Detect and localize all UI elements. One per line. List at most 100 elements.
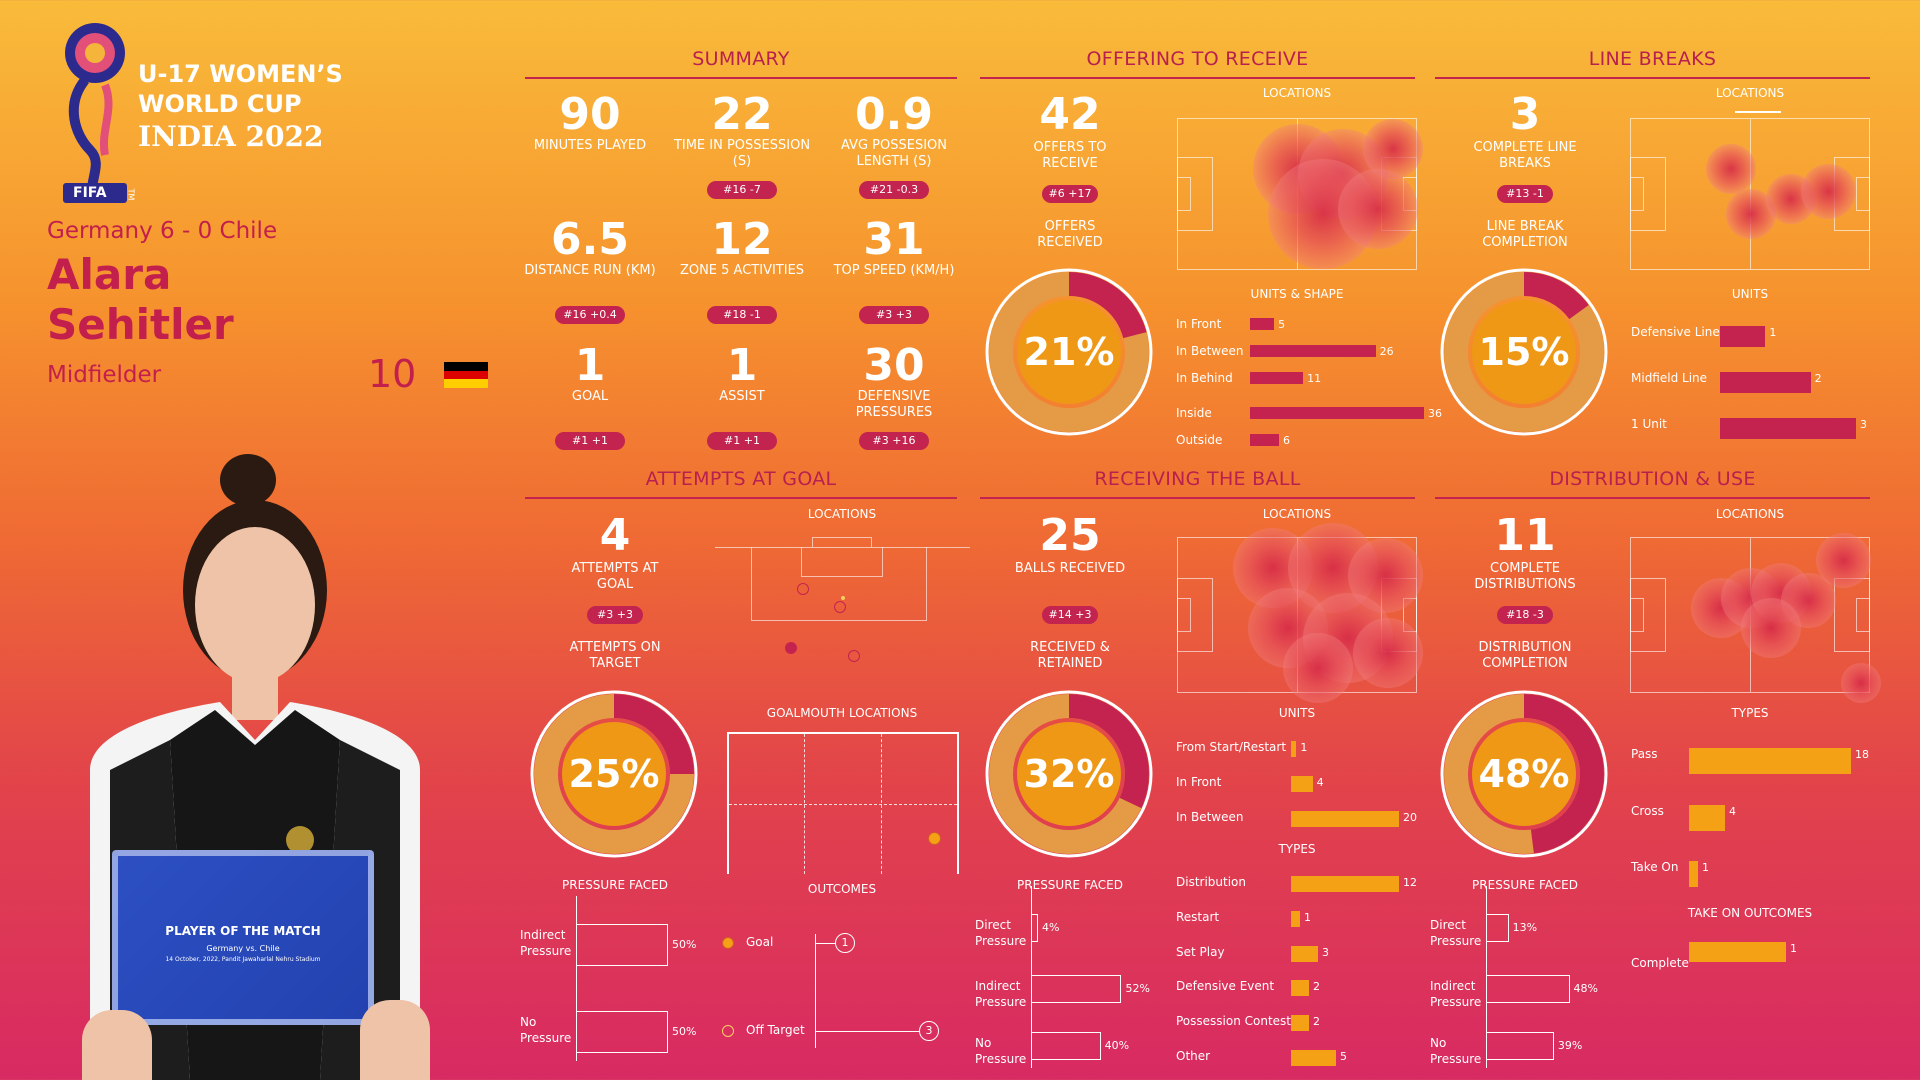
bar-mark	[1250, 345, 1376, 357]
bar-value: 1	[1769, 326, 1777, 339]
bar-label-line2: Complete	[1631, 956, 1689, 970]
shot-marker	[785, 642, 797, 654]
linebreaks-label: COMPLETE LINE BREAKS	[1473, 140, 1577, 171]
distribution-rank: #18 -3	[1497, 606, 1553, 624]
receiving-units-title: UNITS	[1278, 706, 1316, 720]
bar-label: From Start/Restart	[1176, 740, 1287, 754]
donut-percentage: 25%	[568, 752, 660, 796]
pressure-label: Direct	[1430, 918, 1466, 932]
pressure-label: Indirect	[520, 928, 566, 942]
summary-stat-value: 30	[863, 340, 925, 391]
bar-label: Restart	[1176, 910, 1220, 924]
pressure-value: 48%	[1573, 982, 1598, 995]
bar-mark	[1291, 1050, 1336, 1066]
plaque-title: PLAYER OF THE MATCH	[165, 924, 321, 938]
direction-arrow-icon	[1735, 111, 1781, 113]
bar-mark	[1250, 318, 1275, 330]
bar-mark	[1291, 1015, 1309, 1031]
pressure-bar	[1031, 1032, 1101, 1060]
receiving-label: BALLS RECEIVED	[1014, 561, 1126, 576]
pressure-label: Pressure	[975, 934, 1027, 948]
pressure-value: 50%	[672, 1025, 697, 1038]
pressure-bar	[576, 1011, 668, 1053]
summary-stat-value: 0.9	[855, 89, 933, 140]
receiving-rank: #14 +3	[1042, 606, 1098, 624]
goalmouth-title: GOALMOUTH LOCATIONS	[766, 706, 918, 720]
summary-stat-value: 6.5	[551, 214, 629, 265]
summary-stat-value: 1	[574, 340, 606, 391]
summary-stat-label: ZONE 5 ACTIVITIES	[679, 263, 805, 278]
player-first-name: Alara	[47, 250, 172, 299]
summary-stat-label: ASSIST	[719, 389, 765, 404]
distribution-locations-label: LOCATIONS	[1715, 507, 1785, 521]
bar-mark	[1291, 741, 1297, 757]
attempts-pressure-title: PRESSURE FACED	[562, 878, 668, 892]
bar-value: 1	[1702, 861, 1709, 874]
bar-mark	[1720, 372, 1811, 393]
receiving-types-title: TYPES	[1278, 842, 1316, 856]
pressure-bar	[1031, 975, 1122, 1003]
bar-mark	[1291, 946, 1318, 962]
attempts-locations-label: LOCATIONS	[807, 507, 877, 521]
bar-mark	[1291, 776, 1313, 792]
summary-stat-label: MINUTES PLAYED	[533, 138, 647, 153]
bar-value: 2	[1313, 1015, 1320, 1028]
distribution-pitch	[1630, 533, 1881, 703]
summary-stat-value: 22	[711, 89, 773, 140]
distribution-sub: DISTRIBUTION COMPLETION	[1478, 640, 1572, 671]
offering-label: OFFERS TO RECEIVE	[1033, 140, 1107, 171]
pressure-value: 39%	[1557, 1039, 1583, 1052]
bar-value: 36	[1428, 407, 1442, 420]
linebreaks-value: 3	[1509, 89, 1541, 140]
pressure-label: No	[1430, 1036, 1447, 1050]
linebreaks-locations-label: LOCATIONS	[1715, 86, 1785, 100]
tournament-logo: FIFA TM	[55, 15, 135, 205]
bar-label: Midfield Line	[1631, 371, 1708, 385]
offering-donut: 21%	[985, 268, 1153, 440]
player-position: Midfielder	[47, 362, 162, 388]
offering-sub: OFFERS RECEIVED	[1037, 219, 1103, 250]
bar-label: Pass	[1631, 747, 1658, 761]
pressure-value: 4%	[1041, 921, 1060, 934]
player-of-match-plaque: PLAYER OF THE MATCH Germany vs. Chile 14…	[112, 850, 374, 1025]
receiving-value: 25	[1039, 510, 1101, 561]
bar-label: Defensive Line	[1631, 325, 1720, 339]
distribution-label: COMPLETE DISTRIBUTIONS	[1474, 561, 1576, 592]
pressure-bar	[576, 924, 668, 966]
summary-divider	[525, 77, 957, 79]
tournament-name-3: INDIA 2022	[138, 120, 324, 153]
donut-percentage: 21%	[1023, 330, 1115, 374]
bar-mark	[1291, 911, 1300, 927]
bar-label: Possession Contest	[1176, 1014, 1292, 1028]
pressure-bar	[1031, 914, 1038, 942]
summary-stat-label: TIME IN POSSESSION (s)	[673, 138, 811, 169]
distribution-title: DISTRIBUTION & USE	[1549, 468, 1756, 490]
summary-stat-label: GOAL	[571, 389, 609, 404]
summary-stat-rank: #16 +0.4	[555, 306, 625, 324]
summary-stat-rank: #1 +1	[555, 432, 625, 450]
bar-mark	[1291, 811, 1399, 827]
player-last-name: Sehitler	[47, 300, 234, 349]
bar-value: 12	[1403, 876, 1417, 889]
summary-stat-rank: #3 +16	[859, 432, 929, 450]
summary-stat-rank: #3 +3	[859, 306, 929, 324]
pressure-label: Pressure	[1430, 995, 1482, 1009]
linebreaks-rank: #13 -1	[1497, 185, 1553, 203]
outcome-marker	[722, 937, 734, 949]
pressure-value: 40%	[1104, 1039, 1130, 1052]
pressure-value: 52%	[1125, 982, 1150, 995]
attempts-value: 4	[599, 510, 631, 561]
pressure-label: Direct	[975, 918, 1011, 932]
bar-mark	[1689, 805, 1725, 831]
attempts-donut: 25%	[530, 690, 698, 862]
summary-stat-rank: #1 +1	[707, 432, 777, 450]
pressure-bar	[1486, 1032, 1554, 1060]
offering-pitch	[1177, 118, 1423, 270]
outcome-axis	[815, 934, 816, 1048]
goalmouth-frame	[727, 732, 959, 874]
outcome-line	[815, 1031, 919, 1032]
summary-stat-label: DEFENSIVE PRESSURES	[855, 389, 933, 420]
outcome-marker	[722, 1025, 734, 1037]
attempts-title: ATTEMPTS AT GOAL	[645, 468, 837, 490]
offering-divider	[980, 77, 1415, 79]
